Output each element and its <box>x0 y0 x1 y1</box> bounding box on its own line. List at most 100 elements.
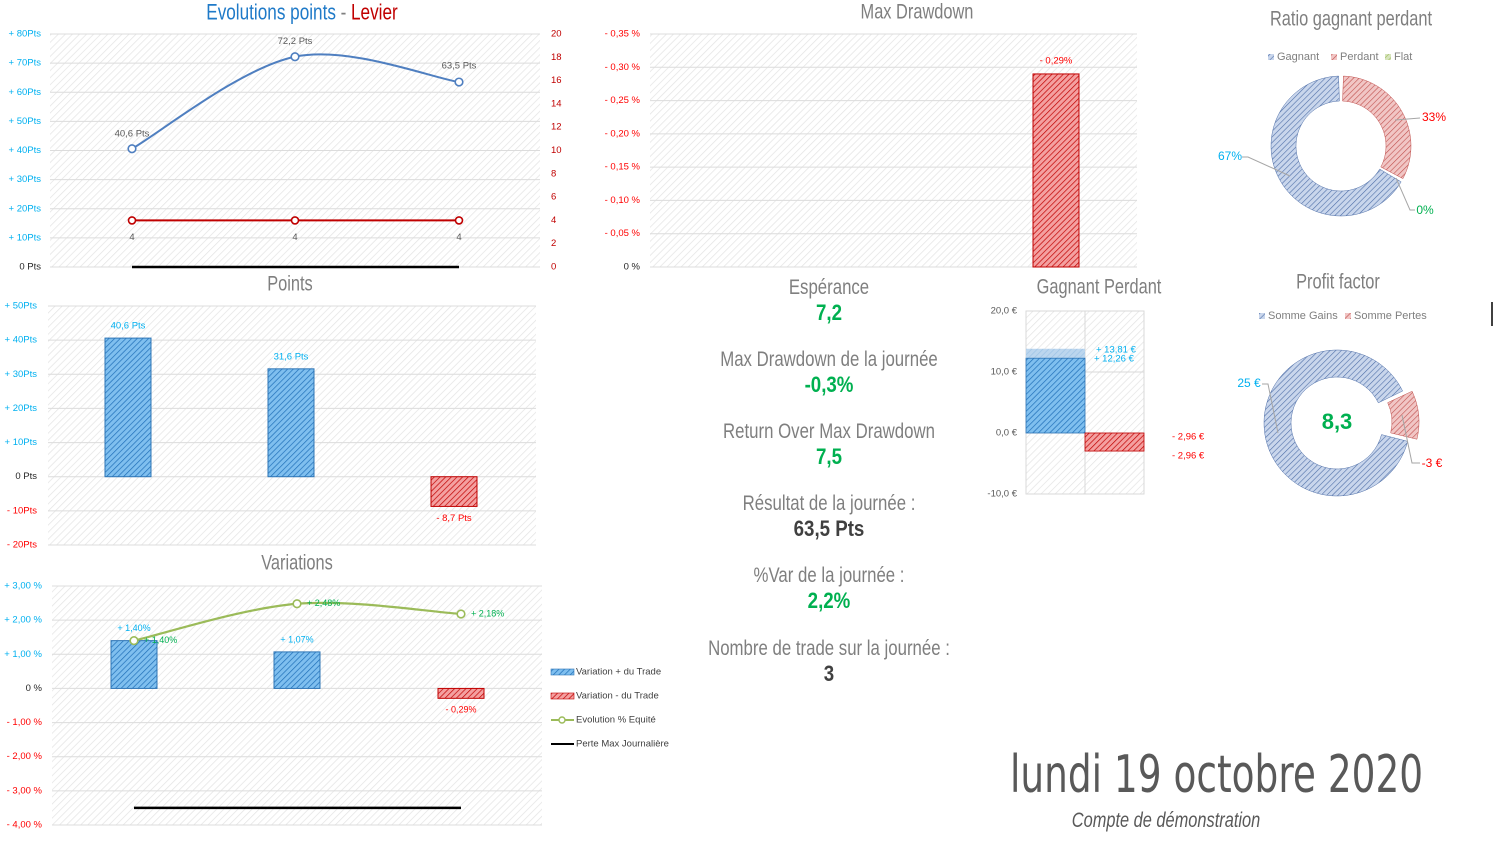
y2-tick-label: 16 <box>551 75 562 86</box>
legend-label: Perdant <box>1340 51 1379 63</box>
stat-var: %Var de la journée : 2,2% <box>629 564 1029 614</box>
stat-value: -0,3% <box>804 372 854 397</box>
y-tick-label: -10,0 € <box>987 489 1017 500</box>
y-tick-label: + 30Pts <box>5 369 38 380</box>
loss-data-label: - 2,96 € <box>1172 432 1205 443</box>
y2-tick-label: 12 <box>551 122 562 133</box>
legend-label: Flat <box>1394 51 1412 63</box>
y-tick-label: 10,0 € <box>991 367 1018 378</box>
legend-swatch <box>1385 54 1391 60</box>
variation-data-label: + 1,40% <box>117 623 150 633</box>
legend-swatch <box>550 668 575 676</box>
y-tick-label: + 50Pts <box>9 116 42 127</box>
leader-line <box>1395 177 1415 211</box>
legend-swatch <box>1331 54 1337 60</box>
points-data-label: - 8,7 Pts <box>436 513 472 524</box>
stat-label: Résultat de la journée : <box>742 492 916 515</box>
stat-value: 2,2% <box>807 588 851 613</box>
max-drawdown-data-label: - 0,29% <box>1040 55 1073 66</box>
variation-data-label: + 1,07% <box>280 634 313 644</box>
points-bar <box>267 368 315 478</box>
points-data-label: 31,6 Pts <box>274 351 309 362</box>
y-tick-label: - 4,00 % <box>7 820 43 831</box>
y-tick-label: - 0,15 % <box>605 162 641 173</box>
y-tick-label: + 2,00 % <box>4 615 42 626</box>
variation-data-label: - 0,29% <box>445 705 476 715</box>
y2-tick-label: 18 <box>551 52 562 63</box>
equite-point <box>456 609 466 619</box>
stat-value: 7,5 <box>815 444 843 469</box>
points-bar <box>104 337 152 478</box>
y-tick-label: - 20Pts <box>7 540 37 551</box>
y-tick-label: + 80Pts <box>9 29 42 40</box>
y-tick-label: - 0,10 % <box>605 195 641 206</box>
y-tick-label: - 0,35 % <box>605 29 641 40</box>
legend-swatch <box>550 692 575 700</box>
stat-label: Max Drawdown de la journée <box>720 348 938 371</box>
stat-max-drawdown: Max Drawdown de la journée -0,3% <box>629 348 1029 398</box>
variation-bar <box>437 687 485 699</box>
y-tick-label: + 60Pts <box>9 87 42 98</box>
y-tick-label: - 0,20 % <box>605 128 641 139</box>
legend-swatch <box>1259 313 1265 319</box>
gain-data-label: + 12,26 € <box>1094 354 1135 365</box>
stat-label: %Var de la journée : <box>753 564 905 587</box>
stat-esperance: Espérance 7,2 <box>629 276 1029 326</box>
y-tick-label: - 0,25 % <box>605 95 641 106</box>
stat-resultat: Résultat de la journée : 63,5 Pts <box>629 492 1029 542</box>
variation-bar <box>273 651 321 689</box>
legend-label: Somme Gains <box>1268 310 1338 322</box>
levier-data-label: 4 <box>456 232 461 243</box>
max-drawdown-chart-title: Max Drawdown <box>861 0 974 23</box>
y-tick-label: - 0,30 % <box>605 62 641 73</box>
variation-bar <box>110 640 158 689</box>
y-tick-label: + 20Pts <box>9 203 42 214</box>
y-tick-label: 0 Pts <box>19 262 41 273</box>
equite-data-label: + 1,40% <box>144 635 177 645</box>
equite-data-label: + 2,48% <box>307 598 340 608</box>
slice-somme-gains <box>1263 349 1408 497</box>
legend-marker <box>558 716 566 724</box>
legend-label: Variation - du Trade <box>576 691 659 702</box>
stat-return-over-max-drawdown: Return Over Max Drawdown 7,5 <box>629 420 1029 470</box>
y-tick-label: + 40Pts <box>9 145 42 156</box>
variations-chart-title: Variations <box>261 551 333 574</box>
y-tick-label: + 1,00 % <box>4 649 42 660</box>
points-bar <box>430 476 478 507</box>
profit-factor-value: 8,3 <box>1322 409 1353 434</box>
legend-label: Variation + du Trade <box>576 667 661 678</box>
slice-label-pertes: -3 € <box>1422 456 1443 470</box>
slice-gagnant <box>1270 75 1402 217</box>
y-tick-label: + 10Pts <box>5 437 38 448</box>
date-heading: lundi 19 octobre 2020 <box>1010 745 1424 805</box>
variations-plot-area <box>52 586 542 825</box>
stat-nombre-trades: Nombre de trade sur la journée : 3 <box>629 637 1029 687</box>
y-tick-label: - 3,00 % <box>7 785 43 796</box>
legend-label: Perte Max Journalière <box>576 739 669 750</box>
levier-data-label: 4 <box>129 232 134 243</box>
legend-label: Evolution % Equité <box>576 715 656 726</box>
account-name: Compte de démonstration <box>1071 809 1261 832</box>
y-tick-label: 20,0 € <box>991 306 1018 317</box>
leader-line <box>1394 117 1421 121</box>
stat-label: Return Over Max Drawdown <box>723 420 935 443</box>
points-data-label: 40,6 Pts <box>111 321 146 332</box>
equite-point <box>129 636 139 646</box>
legend-label: Somme Pertes <box>1354 310 1427 322</box>
title-part-points: Evolutions points <box>206 1 336 26</box>
points-point <box>454 77 464 87</box>
levier-point <box>127 216 137 225</box>
y2-tick-label: 4 <box>551 215 556 226</box>
gain-bar <box>1025 357 1086 434</box>
slice-label-perdant: 33% <box>1422 110 1446 124</box>
stat-label: Nombre de trade sur la journée : <box>708 637 950 660</box>
y-tick-label: + 40Pts <box>5 335 38 346</box>
legend-swatch <box>1268 54 1274 60</box>
y-tick-label: + 20Pts <box>5 403 38 414</box>
y2-tick-label: 6 <box>551 192 556 203</box>
levier-point <box>290 216 300 225</box>
slice-perdant <box>1342 75 1412 179</box>
leader-line <box>1401 414 1420 464</box>
stat-value: 63,5 Pts <box>793 516 865 541</box>
title-separator: - <box>341 1 347 26</box>
